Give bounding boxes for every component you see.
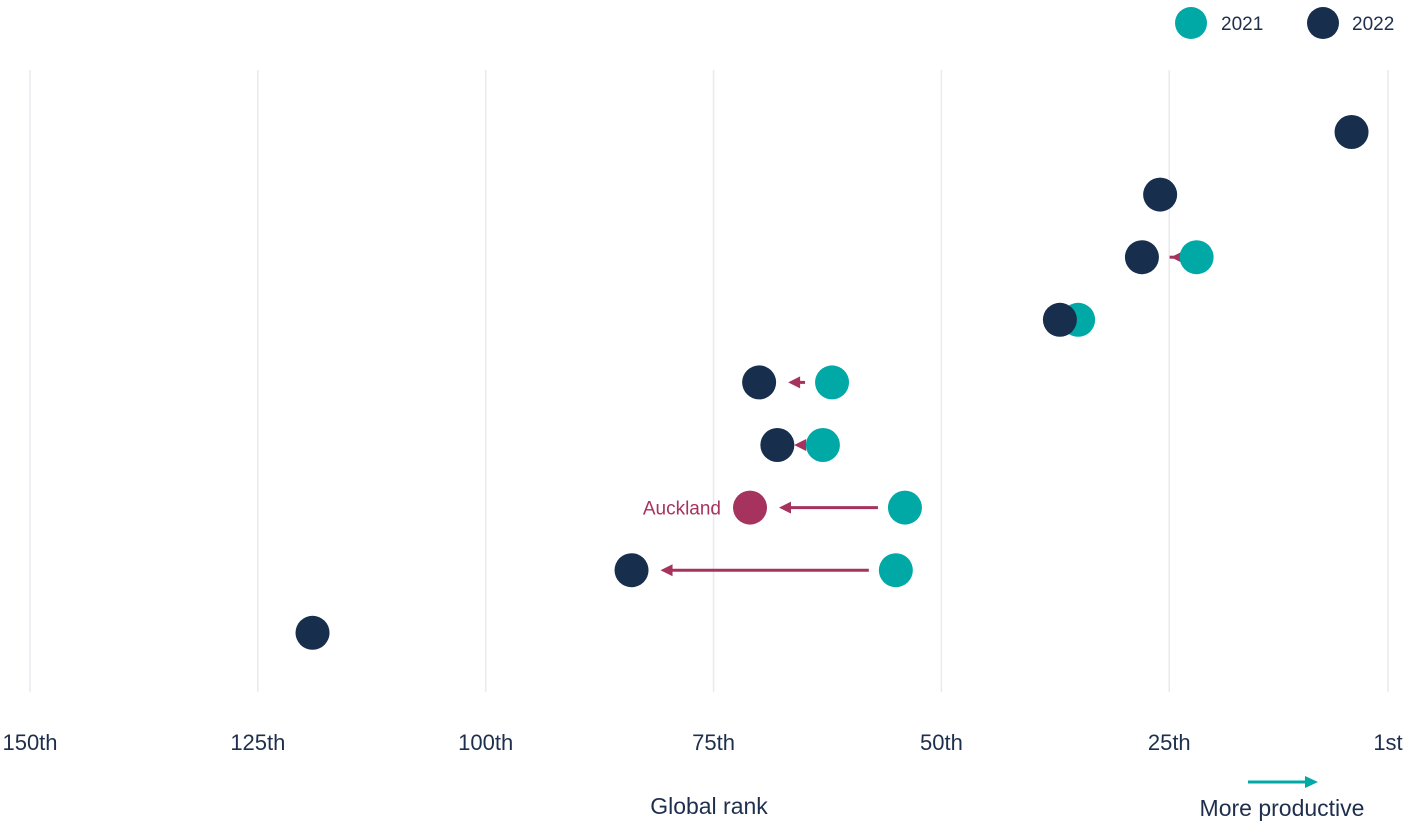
change-arrowhead bbox=[788, 376, 801, 389]
point-2022 bbox=[760, 428, 795, 462]
data-row bbox=[1124, 240, 1214, 275]
data-row bbox=[760, 428, 840, 462]
data-row bbox=[1143, 177, 1178, 212]
data-row bbox=[1042, 302, 1096, 337]
x-tick-label: 125th bbox=[230, 730, 285, 755]
point-2021 bbox=[815, 365, 850, 400]
x-tick-label: 50th bbox=[920, 730, 963, 755]
change-arrowhead bbox=[660, 564, 673, 577]
x-tick-label: 150th bbox=[2, 730, 57, 755]
legend-marker-2022 bbox=[1307, 7, 1339, 39]
point-2022 bbox=[742, 365, 777, 400]
x-tick-label: 75th bbox=[692, 730, 735, 755]
arrow-right-icon bbox=[1248, 776, 1318, 788]
legend-label-2021: 2021 bbox=[1221, 14, 1263, 35]
data-row bbox=[295, 615, 330, 650]
data-rows: Auckland bbox=[295, 115, 1369, 650]
legend-marker-2021 bbox=[1175, 7, 1207, 39]
point-2022 bbox=[295, 615, 330, 650]
x-tick-label: 25th bbox=[1148, 730, 1191, 755]
data-row bbox=[1334, 115, 1369, 149]
point-2022 bbox=[733, 490, 768, 525]
x-tick-label: 100th bbox=[458, 730, 513, 755]
data-row: Auckland bbox=[643, 490, 922, 525]
x-tick-label: 1st bbox=[1373, 730, 1402, 755]
x-axis-title: Global rank bbox=[650, 793, 768, 819]
data-row bbox=[614, 553, 913, 588]
change-arrowhead bbox=[779, 501, 792, 514]
x-axis-ticks: 150th 125th 100th 75th 50th 25th 1st bbox=[2, 730, 1402, 755]
point-2022 bbox=[1042, 302, 1077, 337]
point-2021 bbox=[805, 428, 840, 462]
point-2022 bbox=[1124, 240, 1159, 275]
point-2021 bbox=[887, 490, 922, 525]
point-2022 bbox=[1143, 177, 1178, 212]
change-arrowhead bbox=[794, 439, 807, 451]
point-2022 bbox=[614, 553, 649, 588]
data-row bbox=[742, 365, 850, 400]
gridlines bbox=[29, 70, 1389, 692]
point-2022 bbox=[1334, 115, 1369, 149]
city-label: Auckland bbox=[643, 499, 721, 520]
point-2021 bbox=[878, 553, 913, 588]
direction-note: More productive bbox=[1200, 776, 1365, 821]
legend-label-2022: 2022 bbox=[1352, 14, 1394, 35]
direction-note-label: More productive bbox=[1200, 795, 1365, 821]
legend: 2021 2022 bbox=[1175, 7, 1394, 39]
point-2021 bbox=[1179, 240, 1214, 275]
